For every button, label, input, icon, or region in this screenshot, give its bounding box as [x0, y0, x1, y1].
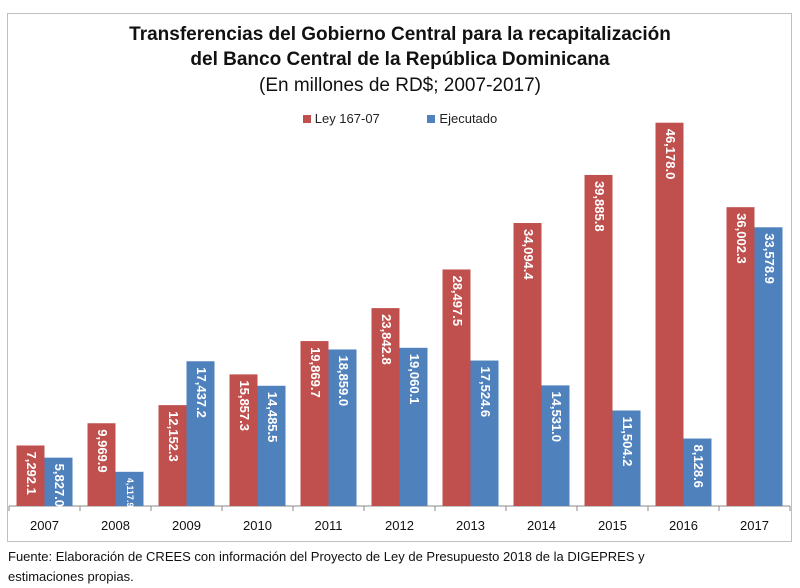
- chart-title: Transferencias del Gobierno Central para…: [129, 24, 671, 45]
- x-tick-label: 2017: [740, 518, 769, 533]
- x-tick-label: 2014: [527, 518, 556, 533]
- legend-swatch-ley: [302, 115, 311, 123]
- bar-ley-2015: [584, 174, 613, 506]
- legend-swatch-ejecutado: [427, 115, 436, 123]
- bar-ejecutado-2009: [186, 361, 215, 506]
- bar-ley-2008: [87, 423, 116, 506]
- data-label: 19,869.7: [308, 347, 323, 398]
- x-tick-label: 2012: [385, 518, 414, 533]
- x-tick-label: 2016: [669, 518, 698, 533]
- legend-label-ley: Ley 167-07: [314, 111, 380, 126]
- bar-ley-2014: [513, 223, 542, 506]
- x-tick-label: 2007: [30, 518, 59, 533]
- bar-ley-2010: [229, 374, 258, 506]
- x-tick-label: 2010: [243, 518, 272, 533]
- legend-item-ejecutado: Ejecutado: [427, 111, 497, 126]
- x-tick-label: 2009: [172, 518, 201, 533]
- data-label: 4,117.9: [125, 478, 135, 508]
- data-label: 9,969.9: [95, 429, 110, 472]
- data-label: 14,485.5: [265, 392, 280, 443]
- data-label: 14,531.0: [549, 391, 564, 442]
- data-label: 5,827.0: [52, 464, 67, 507]
- bar-ley-2016: [655, 122, 684, 507]
- data-label: 11,504.2: [620, 417, 635, 467]
- bar-ejecutado-2011: [328, 349, 357, 506]
- data-label: 28,497.5: [450, 275, 465, 326]
- bar-ejecutado-2012: [399, 347, 428, 506]
- bar-ley-2007: [16, 445, 45, 506]
- source-note: Fuente: Elaboración de CREES con informa…: [8, 547, 645, 587]
- source-line-2: estimaciones propias.: [8, 569, 134, 584]
- x-tick-label: 2011: [315, 518, 343, 533]
- x-tick-label: 2015: [598, 518, 627, 533]
- bar-ley-2011: [300, 341, 329, 506]
- bar-ejecutado-2013: [470, 360, 499, 506]
- data-label: 23,842.8: [379, 314, 394, 365]
- data-label: 19,060.1: [407, 354, 422, 405]
- bar-ejecutado-2007: [44, 457, 73, 506]
- data-label: 8,128.6: [691, 445, 706, 488]
- chart-title-line2: del Banco Central de la República Domini…: [190, 49, 610, 70]
- data-label: 36,002.3: [734, 213, 749, 264]
- legend-item-ley: Ley 167-07: [302, 111, 380, 126]
- data-label: 12,152.3: [166, 411, 181, 462]
- x-tick-label: 2008: [101, 518, 130, 533]
- bar-ejecutado-2017: [754, 227, 783, 506]
- legend-label-ejecutado: Ejecutado: [439, 111, 498, 126]
- bar-ejecutado-2010: [257, 385, 286, 506]
- data-label: 34,094.4: [521, 229, 536, 280]
- bar-ejecutado-2014: [541, 385, 570, 506]
- bar-ejecutado-2008: [115, 471, 144, 506]
- bar-ejecutado-2016: [683, 438, 712, 506]
- bar-ley-2012: [371, 308, 400, 506]
- bar-ejecutado-2015: [612, 410, 641, 506]
- data-label: 33,578.9: [762, 233, 777, 284]
- chart-subtitle: (En millones de RD$; 2007-2017): [259, 75, 541, 96]
- source-line-1: Fuente: Elaboración de CREES con informa…: [8, 549, 645, 564]
- legend: Ley 167-07 Ejecutado: [0, 111, 800, 126]
- data-label: 46,178.0: [663, 129, 678, 180]
- bar-ley-2009: [158, 405, 187, 506]
- data-label: 17,437.2: [194, 367, 209, 418]
- bar-ley-2013: [442, 269, 471, 506]
- data-label: 15,857.3: [237, 380, 252, 431]
- data-label: 18,859.0: [336, 355, 351, 406]
- bar-ley-2017: [726, 207, 755, 506]
- data-label: 39,885.8: [592, 181, 607, 232]
- data-label: 7,292.1: [24, 451, 39, 494]
- data-label: 17,524.6: [478, 367, 493, 418]
- x-tick-label: 2013: [456, 518, 485, 533]
